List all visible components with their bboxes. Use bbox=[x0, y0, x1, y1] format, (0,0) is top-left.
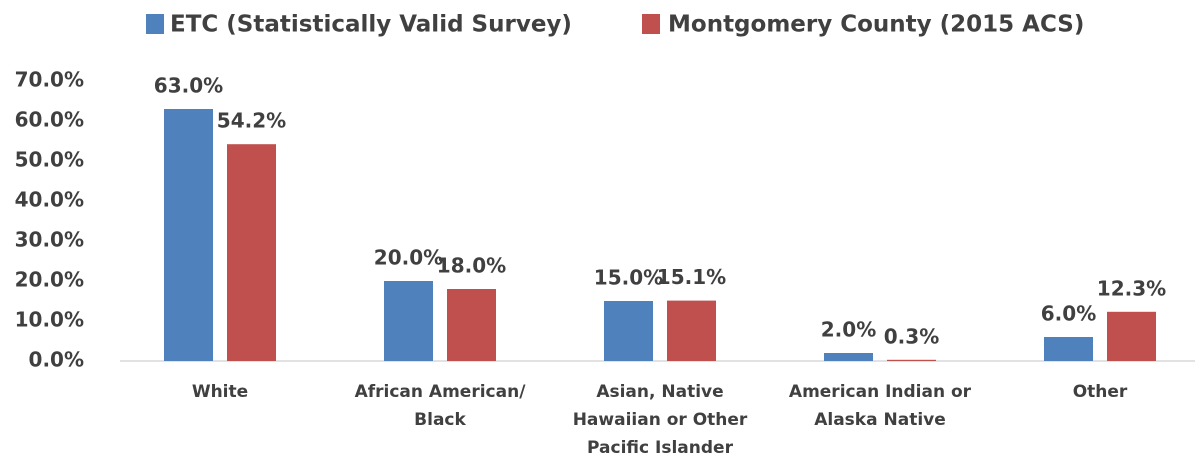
data-label: 63.0% bbox=[154, 74, 223, 98]
y-tick-label: 40.0% bbox=[15, 188, 84, 212]
y-tick-label: 60.0% bbox=[15, 108, 84, 132]
bar bbox=[1044, 337, 1093, 361]
data-label: 15.0% bbox=[594, 266, 663, 290]
y-tick-label: 70.0% bbox=[15, 68, 84, 92]
legend-label: ETC (Statistically Valid Survey) bbox=[170, 12, 572, 38]
y-tick-label: 10.0% bbox=[15, 308, 84, 332]
y-tick-label: 0.0% bbox=[29, 348, 84, 372]
legend-label: Montgomery County (2015 ACS) bbox=[668, 12, 1084, 38]
bar bbox=[384, 281, 433, 361]
data-label: 18.0% bbox=[437, 254, 506, 278]
legend-swatch bbox=[642, 14, 660, 34]
bar bbox=[824, 353, 873, 361]
bar bbox=[164, 109, 213, 361]
bar bbox=[887, 359, 936, 361]
legend-swatch bbox=[146, 14, 164, 34]
data-label: 0.3% bbox=[884, 324, 939, 348]
bar bbox=[447, 289, 496, 361]
data-label: 2.0% bbox=[821, 318, 876, 342]
y-tick-label: 50.0% bbox=[15, 148, 84, 172]
bar bbox=[604, 301, 653, 361]
data-label: 15.1% bbox=[657, 265, 726, 289]
bar bbox=[227, 144, 276, 361]
data-label: 20.0% bbox=[374, 246, 443, 270]
bar bbox=[1107, 311, 1156, 361]
x-tick-label: African American/Black bbox=[355, 382, 527, 430]
x-tick-label: Other bbox=[1073, 382, 1128, 402]
y-tick-label: 30.0% bbox=[15, 228, 84, 252]
y-tick-label: 20.0% bbox=[15, 268, 84, 292]
x-tick-label: Asian, Native Hawaiian or Other Pacific Is… bbox=[573, 382, 748, 458]
data-label: 54.2% bbox=[217, 109, 286, 133]
data-label: 6.0% bbox=[1041, 302, 1096, 326]
x-tick-label: White bbox=[192, 382, 248, 402]
data-label: 12.3% bbox=[1097, 276, 1166, 300]
bar bbox=[667, 300, 716, 361]
x-tick-label: American Indian or Alaska Native bbox=[789, 382, 972, 430]
